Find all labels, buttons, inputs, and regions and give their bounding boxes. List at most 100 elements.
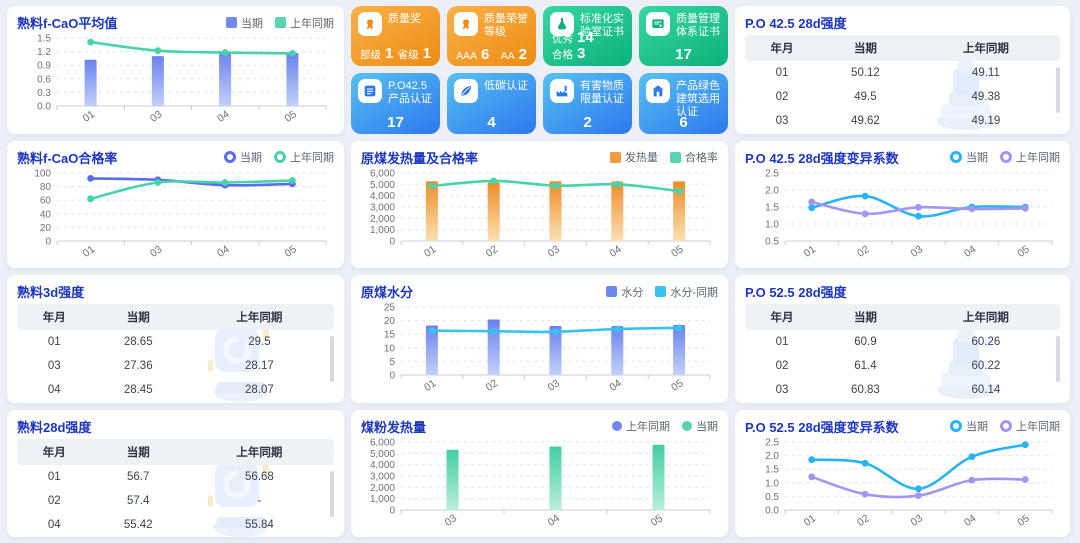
badge-stat: 6 (679, 115, 687, 130)
legend-item[interactable]: 上年同期 (275, 15, 334, 31)
table-cell: 01 (47, 336, 61, 348)
legend-item[interactable]: 水分-同期 (655, 284, 718, 300)
svg-text:02: 02 (484, 243, 501, 260)
raw-coal-moisture-chart[interactable]: 0 5 10 15 20 25 01 02 03 04 05 (361, 301, 718, 399)
svg-text:20: 20 (384, 316, 396, 327)
svg-text:01: 01 (81, 243, 98, 260)
legend-marker-ring (1000, 420, 1012, 432)
svg-text:5,000: 5,000 (370, 179, 395, 190)
svg-text:100: 100 (34, 168, 51, 179)
legend-item[interactable]: 水分 (606, 284, 643, 300)
table-cell: 61.4 (854, 360, 877, 372)
coal-powder-heat-chart[interactable]: 0 1,000 2,000 3,000 4,000 5,000 6,000 03 04 05 (361, 436, 718, 534)
badge-title: P.O42.5 产品认证 (388, 80, 432, 106)
table-scrollbar[interactable] (330, 470, 334, 517)
svg-text:03: 03 (546, 377, 563, 394)
table-row: 02 49.5 49.38 (745, 85, 1060, 109)
svg-text:1.5: 1.5 (765, 202, 779, 213)
badge-card[interactable]: 低碳认证 4 (447, 73, 536, 134)
legend-item[interactable]: 上年同期 (274, 149, 334, 165)
legend-item[interactable]: 发热量 (610, 149, 658, 165)
legend-label: 水分-同期 (670, 286, 718, 299)
panel-title: 煤粉发热量 (361, 419, 427, 435)
svg-text:5: 5 (389, 357, 395, 368)
panel-clinker-28d-strength-table: 熟料28d强度 年月 当期 上年同期 01 56.7 56.68 02 57.4 - 04 55.4… (7, 409, 344, 537)
svg-text:2.5: 2.5 (765, 168, 779, 179)
table-cell: 56.7 (127, 470, 150, 483)
svg-text:04: 04 (546, 512, 563, 529)
badge-stat: 优秀 14 (552, 30, 594, 46)
svg-text:1.2: 1.2 (37, 47, 51, 58)
panel-raw-coal-moisture: 原煤水分 水分 水分-同期 0 5 10 15 20 25 01 02 03 04 05 (351, 275, 728, 403)
medal-icon (358, 12, 382, 36)
svg-text:04: 04 (607, 243, 624, 260)
legend-item[interactable]: 上年同期 (1000, 149, 1060, 165)
table-cell: 28.07 (245, 384, 274, 396)
badge-stat-label: AA (500, 50, 515, 63)
green-building-icon (646, 79, 670, 104)
legend-item[interactable]: 当期 (950, 418, 988, 434)
badge-card[interactable]: 标准化实验室证书 优秀 14 合格 3 (543, 6, 632, 67)
clinker-fcao-pass-rate-chart[interactable]: 0 20 40 60 80 100 01 03 04 05 (17, 167, 334, 265)
legend-item[interactable]: 上年同期 (1000, 418, 1060, 434)
badge-stat-value: 6 (679, 113, 688, 131)
table-row: 04 28.45 28.07 (17, 378, 334, 402)
po525-28d-cv-chart[interactable]: 0.0 0.5 1.0 1.5 2.0 2.5 01 02 03 04 05 (745, 436, 1060, 534)
legend-label: 当期 (966, 152, 988, 164)
legend-item[interactable]: 当期 (950, 149, 988, 165)
legend-item[interactable]: 当期 (226, 15, 263, 31)
svg-text:40: 40 (40, 209, 52, 220)
po425-28d-cv-chart[interactable]: 0.5 1.0 1.5 2.0 2.5 01 02 03 04 05 (745, 167, 1060, 265)
clinker-fcao-average-chart[interactable]: 0.0 0.3 0.6 0.9 1.2 1.5 01 03 04 05 (17, 32, 334, 130)
svg-text:1.0: 1.0 (765, 219, 779, 230)
panel-title: P.O 42.5 28d强度 (745, 16, 847, 31)
badge-stat: 合格 3 (552, 46, 585, 62)
svg-text:10: 10 (384, 343, 396, 354)
badge-card[interactable]: 质量荣誉等级 AAA 6 AA 2 (447, 6, 536, 67)
table-scrollbar[interactable] (1056, 336, 1060, 382)
table-row: 02 57.4 - (17, 489, 334, 513)
legend-label: 当期 (241, 17, 263, 30)
badge-card[interactable]: 质量管理体系证书 17 (639, 6, 728, 67)
table-cell: - (257, 494, 262, 507)
raw-coal-heat-pass-rate-chart[interactable]: 0 1,000 2,000 3,000 4,000 5,000 6,000 01 02 03 04 0… (361, 167, 718, 265)
badge-card[interactable]: 质量奖 部级 1 省级 1 (351, 6, 440, 67)
table-cell: 29.5 (248, 336, 271, 348)
table-scrollbar[interactable] (1056, 67, 1060, 113)
svg-text:0.0: 0.0 (37, 102, 51, 113)
panel-po425-28d-cv: P.O 42.5 28d强度变异系数 当期 上年同期 0.5 1.0 1.5 2.0 2.… (735, 140, 1070, 268)
legend-item[interactable]: 当期 (224, 149, 262, 165)
column-header: 年月 (17, 438, 92, 465)
badge-stat: 省级 1 (398, 46, 431, 62)
badge-stat: 4 (487, 115, 495, 130)
svg-text:03: 03 (148, 243, 165, 260)
svg-text:3,000: 3,000 (370, 202, 395, 213)
badge-card[interactable]: 产品绿色建筑选用认证 6 (639, 73, 728, 134)
panel-title: 原煤水分 (361, 285, 414, 300)
legend-item[interactable]: 当期 (682, 418, 718, 434)
legend-item[interactable]: 上年同期 (612, 418, 670, 434)
table-cell: 49.38 (971, 91, 1001, 103)
table-scrollbar[interactable] (330, 336, 334, 382)
svg-text:03: 03 (148, 108, 165, 125)
column-header: 年月 (745, 35, 820, 61)
svg-text:1,000: 1,000 (370, 494, 395, 505)
legend-label: 上年同期 (290, 152, 334, 164)
badge-card[interactable]: P.O42.5 产品认证 17 (351, 73, 440, 134)
chart-legend: 发热量 合格率 (610, 149, 718, 165)
badge-stat: 17 (387, 115, 404, 130)
table-cell: 27.36 (123, 360, 153, 372)
svg-text:0: 0 (389, 505, 395, 516)
svg-text:6,000: 6,000 (370, 437, 395, 448)
svg-text:2,000: 2,000 (370, 213, 395, 224)
badge-title: 质量荣誉等级 (484, 13, 528, 38)
column-header: 年月 (745, 304, 820, 330)
legend-marker-square (275, 17, 286, 28)
badge-card[interactable]: 有害物质限量认证 2 (543, 73, 632, 134)
badge-stat-value: 17 (387, 113, 404, 131)
badge-stat-label: 优秀 (552, 33, 573, 46)
svg-text:2,000: 2,000 (370, 482, 395, 493)
legend-item[interactable]: 合格率 (670, 149, 718, 165)
svg-text:04: 04 (215, 243, 232, 260)
legend-marker-ring (1000, 151, 1012, 163)
